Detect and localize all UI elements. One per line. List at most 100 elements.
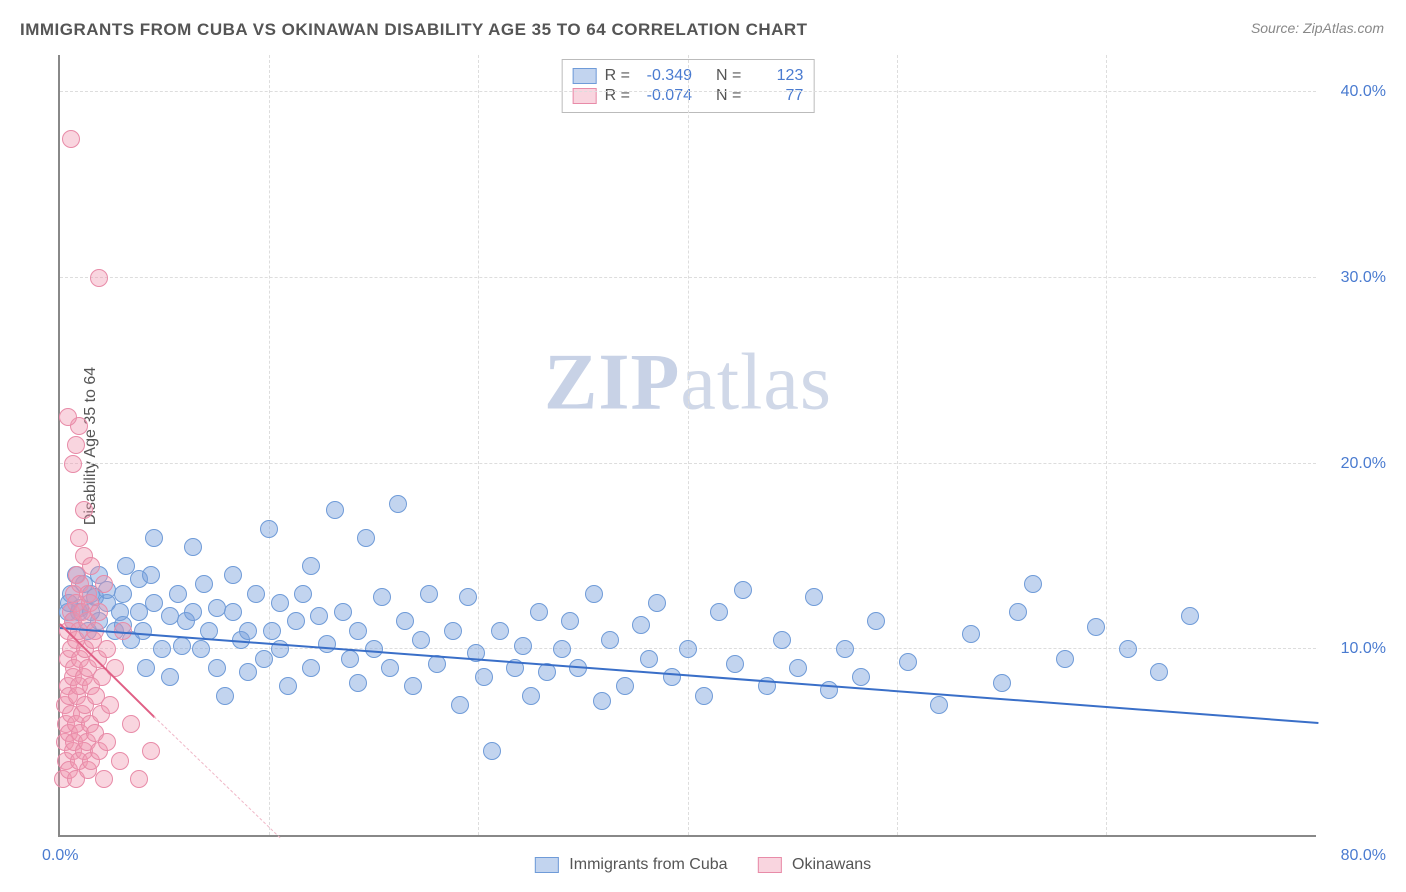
scatter-point-cuba — [530, 603, 548, 621]
scatter-point-okinawans — [90, 269, 108, 287]
scatter-point-cuba — [326, 501, 344, 519]
r-value-cuba: -0.349 — [638, 67, 692, 85]
scatter-point-cuba — [444, 622, 462, 640]
scatter-point-cuba — [341, 650, 359, 668]
scatter-point-cuba — [773, 631, 791, 649]
scatter-point-okinawans — [122, 715, 140, 733]
scatter-point-cuba — [522, 687, 540, 705]
scatter-point-cuba — [357, 529, 375, 547]
scatter-point-cuba — [239, 663, 257, 681]
scatter-point-cuba — [483, 742, 501, 760]
watermark-atlas: atlas — [680, 338, 832, 426]
scatter-point-cuba — [1087, 618, 1105, 636]
scatter-point-cuba — [195, 575, 213, 593]
legend-label-okinawans: Okinawans — [792, 856, 871, 873]
r-label: R = — [605, 87, 630, 105]
scatter-point-cuba — [334, 603, 352, 621]
scatter-point-cuba — [616, 677, 634, 695]
scatter-point-cuba — [137, 659, 155, 677]
scatter-point-cuba — [593, 692, 611, 710]
y-tick-label: 30.0% — [1341, 269, 1386, 287]
scatter-point-cuba — [585, 585, 603, 603]
scatter-point-cuba — [1009, 603, 1027, 621]
scatter-point-cuba — [169, 585, 187, 603]
scatter-point-okinawans — [98, 733, 116, 751]
source-label: Source: — [1251, 20, 1299, 36]
scatter-point-okinawans — [75, 501, 93, 519]
scatter-point-cuba — [852, 668, 870, 686]
gridline-vertical — [688, 55, 689, 835]
scatter-point-cuba — [302, 659, 320, 677]
scatter-point-cuba — [145, 594, 163, 612]
scatter-point-cuba — [867, 612, 885, 630]
scatter-point-cuba — [1056, 650, 1074, 668]
series-legend: Immigrants from Cuba Okinawans — [535, 856, 871, 874]
scatter-point-cuba — [263, 622, 281, 640]
legend-swatch-okinawans — [758, 857, 782, 873]
scatter-point-cuba — [561, 612, 579, 630]
scatter-point-cuba — [726, 655, 744, 673]
legend-item-okinawans: Okinawans — [758, 856, 872, 874]
scatter-point-cuba — [373, 588, 391, 606]
scatter-point-cuba — [553, 640, 571, 658]
scatter-point-okinawans — [111, 752, 129, 770]
scatter-point-cuba — [734, 581, 752, 599]
scatter-point-okinawans — [101, 696, 119, 714]
scatter-point-cuba — [459, 588, 477, 606]
y-tick-label: 20.0% — [1341, 455, 1386, 473]
scatter-point-okinawans — [64, 455, 82, 473]
scatter-point-cuba — [640, 650, 658, 668]
scatter-point-okinawans — [90, 603, 108, 621]
scatter-point-cuba — [302, 557, 320, 575]
scatter-point-okinawans — [130, 770, 148, 788]
scatter-point-cuba — [1119, 640, 1137, 658]
source-value: ZipAtlas.com — [1303, 20, 1384, 36]
chart-title: IMMIGRANTS FROM CUBA VS OKINAWAN DISABIL… — [20, 20, 808, 40]
x-tick-origin: 0.0% — [42, 847, 78, 865]
gridline-vertical — [478, 55, 479, 835]
scatter-point-okinawans — [142, 742, 160, 760]
scatter-point-cuba — [836, 640, 854, 658]
scatter-point-cuba — [310, 607, 328, 625]
scatter-point-cuba — [420, 585, 438, 603]
scatter-point-cuba — [805, 588, 823, 606]
scatter-point-okinawans — [95, 770, 113, 788]
legend-swatch-cuba — [535, 857, 559, 873]
scatter-point-cuba — [695, 687, 713, 705]
scatter-point-cuba — [173, 637, 191, 655]
scatter-point-cuba — [349, 674, 367, 692]
scatter-point-okinawans — [62, 130, 80, 148]
scatter-point-cuba — [962, 625, 980, 643]
scatter-point-okinawans — [95, 575, 113, 593]
scatter-point-cuba — [349, 622, 367, 640]
scatter-point-cuba — [789, 659, 807, 677]
r-value-okinawans: -0.074 — [638, 87, 692, 105]
scatter-point-cuba — [184, 538, 202, 556]
scatter-point-cuba — [294, 585, 312, 603]
scatter-point-cuba — [930, 696, 948, 714]
scatter-point-cuba — [279, 677, 297, 695]
scatter-point-okinawans — [70, 529, 88, 547]
scatter-point-cuba — [260, 520, 278, 538]
plot-area: ZIPatlas R = -0.349 N = 123 R = -0.074 N… — [58, 55, 1316, 837]
y-tick-label: 40.0% — [1341, 83, 1386, 101]
gridline-vertical — [897, 55, 898, 835]
scatter-point-cuba — [224, 603, 242, 621]
scatter-point-cuba — [663, 668, 681, 686]
n-label: N = — [716, 67, 741, 85]
scatter-point-cuba — [710, 603, 728, 621]
scatter-point-cuba — [247, 585, 265, 603]
scatter-point-okinawans — [67, 436, 85, 454]
source-attribution: Source: ZipAtlas.com — [1251, 20, 1384, 36]
n-value-cuba: 123 — [749, 67, 803, 85]
scatter-point-cuba — [475, 668, 493, 686]
legend-swatch-cuba — [573, 68, 597, 84]
scatter-point-cuba — [216, 687, 234, 705]
scatter-point-cuba — [396, 612, 414, 630]
scatter-point-cuba — [514, 637, 532, 655]
r-label: R = — [605, 67, 630, 85]
scatter-point-cuba — [153, 640, 171, 658]
scatter-point-cuba — [142, 566, 160, 584]
scatter-point-cuba — [1150, 663, 1168, 681]
scatter-point-cuba — [114, 585, 132, 603]
